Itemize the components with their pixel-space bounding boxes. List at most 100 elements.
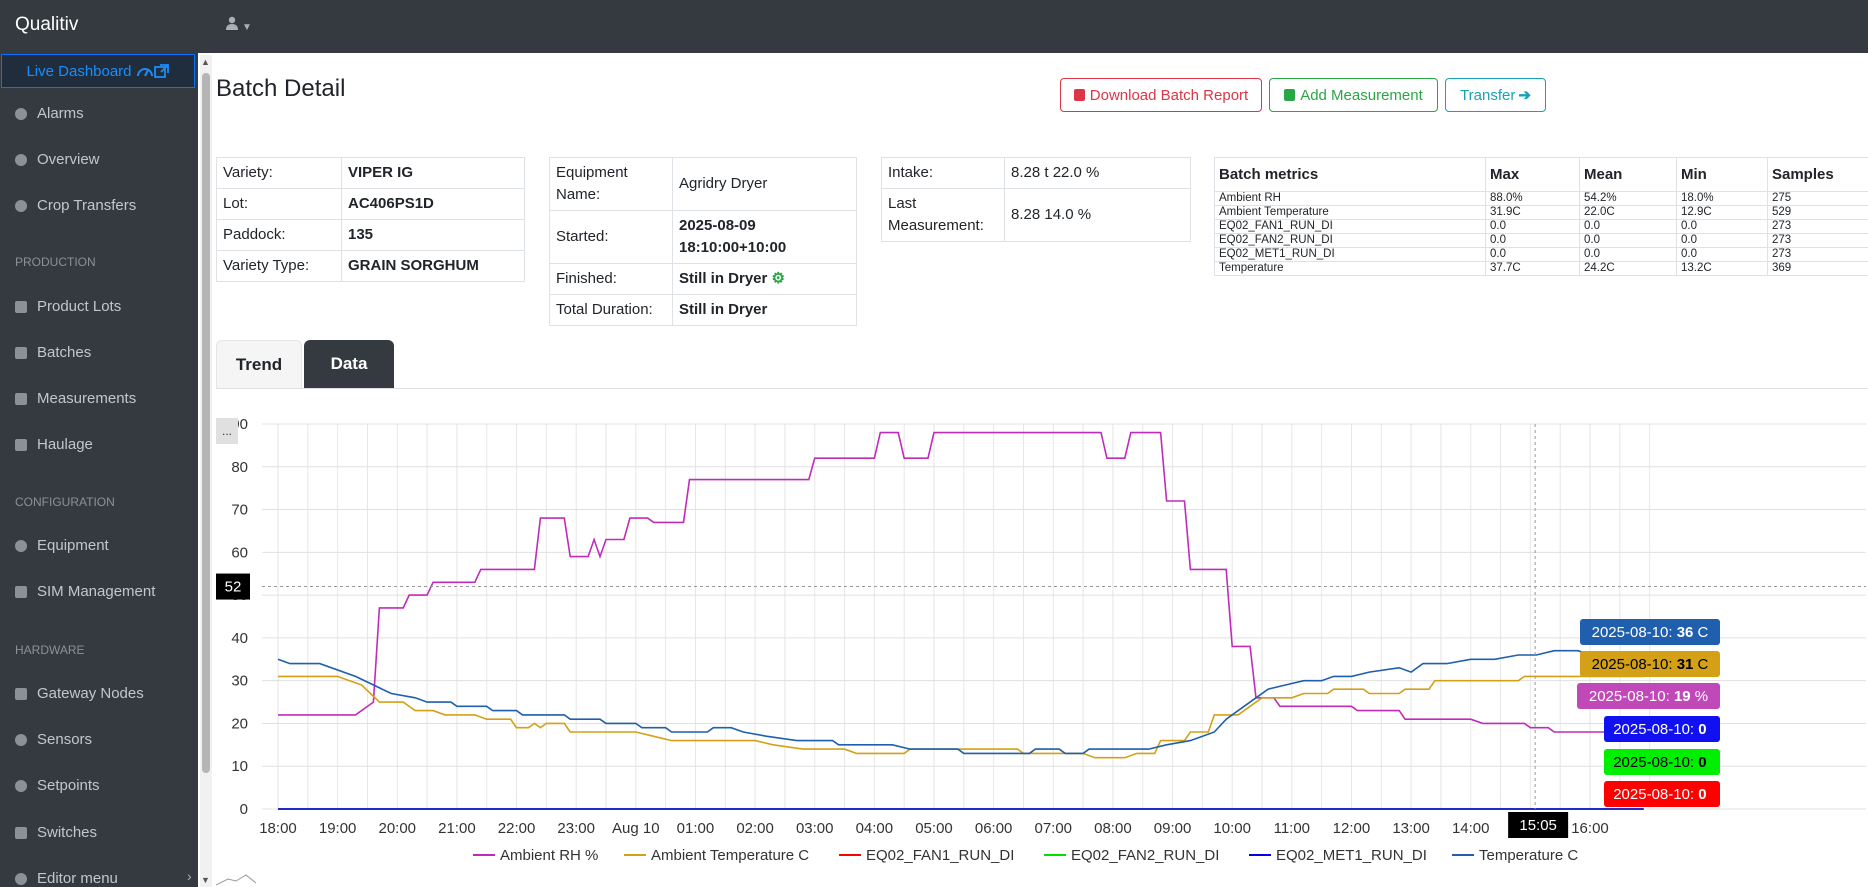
- section-hardware: HARDWARE: [15, 643, 85, 657]
- sidebar-item-overview[interactable]: Overview: [15, 151, 100, 168]
- sidebar-item-setpoints[interactable]: Setpoints: [15, 777, 100, 794]
- x-tick-label: 18:00: [259, 820, 297, 837]
- legend-item[interactable]: EQ02_FAN2_RUN_DI: [1071, 847, 1219, 864]
- series-tooltip: 2025-08-10: 0: [1604, 749, 1720, 775]
- table-header-row: Batch metrics Max Mean Min Samples: [1214, 157, 1868, 192]
- tab-trend[interactable]: Trend: [216, 340, 302, 388]
- sidebar-item-batches[interactable]: Batches: [15, 344, 91, 361]
- x-tick-label: 23:00: [557, 820, 595, 837]
- started-label: Started:: [549, 210, 673, 264]
- scrollbar-thumb[interactable]: [202, 73, 210, 773]
- table-cell: 529: [1767, 205, 1868, 220]
- table-cell: 0.0: [1485, 233, 1580, 248]
- table-cell: 54.2%: [1579, 191, 1677, 206]
- x-tick-label: 11:00: [1274, 820, 1310, 837]
- tooltip-unit: C: [1697, 655, 1709, 673]
- paddock-value: 135: [341, 219, 525, 251]
- x-tick-label: 04:00: [856, 820, 894, 837]
- table-cell: 0.0: [1485, 219, 1580, 234]
- sidebar-item-equipment[interactable]: Equipment: [15, 537, 109, 554]
- table-cell: 13.2C: [1676, 261, 1768, 276]
- x-tick-label: 03:00: [796, 820, 834, 837]
- sidebar-item-label: Overview: [37, 151, 100, 168]
- sidebar-item-haulage[interactable]: Haulage: [15, 436, 93, 453]
- legend-item[interactable]: EQ02_MET1_RUN_DI: [1276, 847, 1427, 864]
- tooltip-value: 19: [1673, 687, 1691, 705]
- table-row: Total Duration: Still in Dryer: [549, 294, 857, 326]
- pdf-icon: [1073, 89, 1085, 101]
- table-cell: 369: [1767, 261, 1868, 276]
- table-cell: 0.0: [1485, 247, 1580, 262]
- table-row: Intake: 8.28 t 22.0 %: [881, 157, 1191, 189]
- navigator-thumbnail[interactable]: [216, 874, 257, 886]
- trend-chart[interactable]: 010203040506070809018:0019:0020:0021:002…: [216, 405, 1868, 887]
- column-header: Min: [1676, 157, 1768, 192]
- tooltip-value: 36: [1676, 623, 1694, 641]
- sidebar-item-measurements[interactable]: Measurements: [15, 390, 136, 407]
- started-value: 2025-08-09 18:10:00+10:00: [672, 210, 857, 264]
- y-tick-label: 0: [240, 801, 248, 818]
- app-brand[interactable]: Qualitiv: [15, 14, 79, 35]
- x-tick-label: 21:00: [438, 820, 476, 837]
- table-cell: 37.7C: [1485, 261, 1580, 276]
- sidebar-item-sensors[interactable]: Sensors: [15, 731, 92, 748]
- sidebar-item-product-lots[interactable]: Product Lots: [15, 298, 121, 315]
- paddock-label: Paddock:: [216, 219, 342, 251]
- download-batch-report-button[interactable]: Download Batch Report: [1060, 78, 1262, 112]
- table-cell: 88.0%: [1485, 191, 1580, 206]
- page-scrollbar[interactable]: ▲ ▼: [200, 55, 212, 887]
- tab-data[interactable]: Data: [304, 340, 394, 388]
- table-cell: 0.0: [1579, 219, 1677, 234]
- table-cell: 0.0: [1676, 219, 1768, 234]
- finished-value: Still in Dryer: [679, 270, 768, 287]
- chart-menu-button[interactable]: ...: [216, 418, 238, 444]
- external-link-icon: [136, 64, 169, 78]
- intake-label: Intake:: [881, 157, 1005, 189]
- x-tick-label: 07:00: [1034, 820, 1072, 837]
- finished-cell: Still in Dryer ⚙: [672, 263, 857, 295]
- sidebar-item-label: Sensors: [37, 731, 93, 748]
- live-dashboard-label: Live Dashboard: [26, 62, 132, 80]
- sidebar-item-alarms[interactable]: Alarms: [15, 105, 84, 122]
- series-tooltip: 2025-08-10: 31 C: [1580, 651, 1720, 677]
- sidebar-item-sim-management[interactable]: SIM Management: [15, 583, 155, 600]
- cogs-icon: [15, 539, 27, 552]
- x-tick-label: 06:00: [975, 820, 1013, 837]
- intake-info-table: Intake: 8.28 t 22.0 % Last Measurement: 8.…: [881, 157, 1191, 242]
- x-tick-label: 08:00: [1094, 820, 1132, 837]
- sidebar-item-switches[interactable]: Switches: [15, 824, 97, 841]
- section-production: PRODUCTION: [15, 255, 96, 269]
- top-navbar: Qualitiv ▼: [0, 0, 1868, 53]
- scroll-down-icon[interactable]: ▼: [201, 875, 210, 885]
- legend-item[interactable]: Ambient Temperature C: [651, 847, 809, 864]
- x-tick-label: 10:00: [1213, 820, 1251, 837]
- transfer-button[interactable]: Transfer ➔: [1445, 78, 1546, 112]
- tooltip-unit: C: [1697, 623, 1709, 641]
- sidebar-item-editor-menu[interactable]: Editor menu ›: [15, 868, 192, 887]
- table-row: Lot: AC406PS1D: [216, 188, 525, 220]
- live-dashboard-button[interactable]: Live Dashboard: [1, 54, 195, 88]
- x-tick-label: 14:00: [1452, 820, 1490, 837]
- compass-icon: [15, 153, 27, 166]
- sidebar-item-label: Setpoints: [37, 777, 100, 794]
- scroll-up-icon[interactable]: ▲: [201, 57, 210, 67]
- legend-item[interactable]: EQ02_FAN1_RUN_DI: [866, 847, 1014, 864]
- table-cell: 18.0%: [1676, 191, 1768, 206]
- series-line: [278, 675, 1644, 759]
- x-tick-label: 22:00: [498, 820, 536, 837]
- finished-label: Finished:: [549, 263, 673, 295]
- sidebar-item-crop-transfers[interactable]: Crop Transfers: [15, 197, 136, 214]
- add-measurement-button[interactable]: Add Measurement: [1269, 78, 1438, 112]
- table-cell: 0.0: [1579, 247, 1677, 262]
- chevron-down-icon: ▼: [242, 22, 252, 33]
- series-tooltip: 2025-08-10: 19 %: [1577, 683, 1720, 709]
- legend-item[interactable]: Temperature C: [1479, 847, 1578, 864]
- sidebar-item-label: Switches: [37, 824, 98, 841]
- table-cell: 31.9C: [1485, 205, 1580, 220]
- y-tick-label: 70: [231, 502, 248, 519]
- crosshair-x-label: 15:05: [1519, 817, 1557, 834]
- sidebar-item-gateway-nodes[interactable]: Gateway Nodes: [15, 685, 144, 702]
- series-tooltip: 2025-08-10: 0: [1604, 781, 1720, 807]
- user-menu[interactable]: ▼: [225, 16, 252, 34]
- legend-item[interactable]: Ambient RH %: [500, 847, 598, 864]
